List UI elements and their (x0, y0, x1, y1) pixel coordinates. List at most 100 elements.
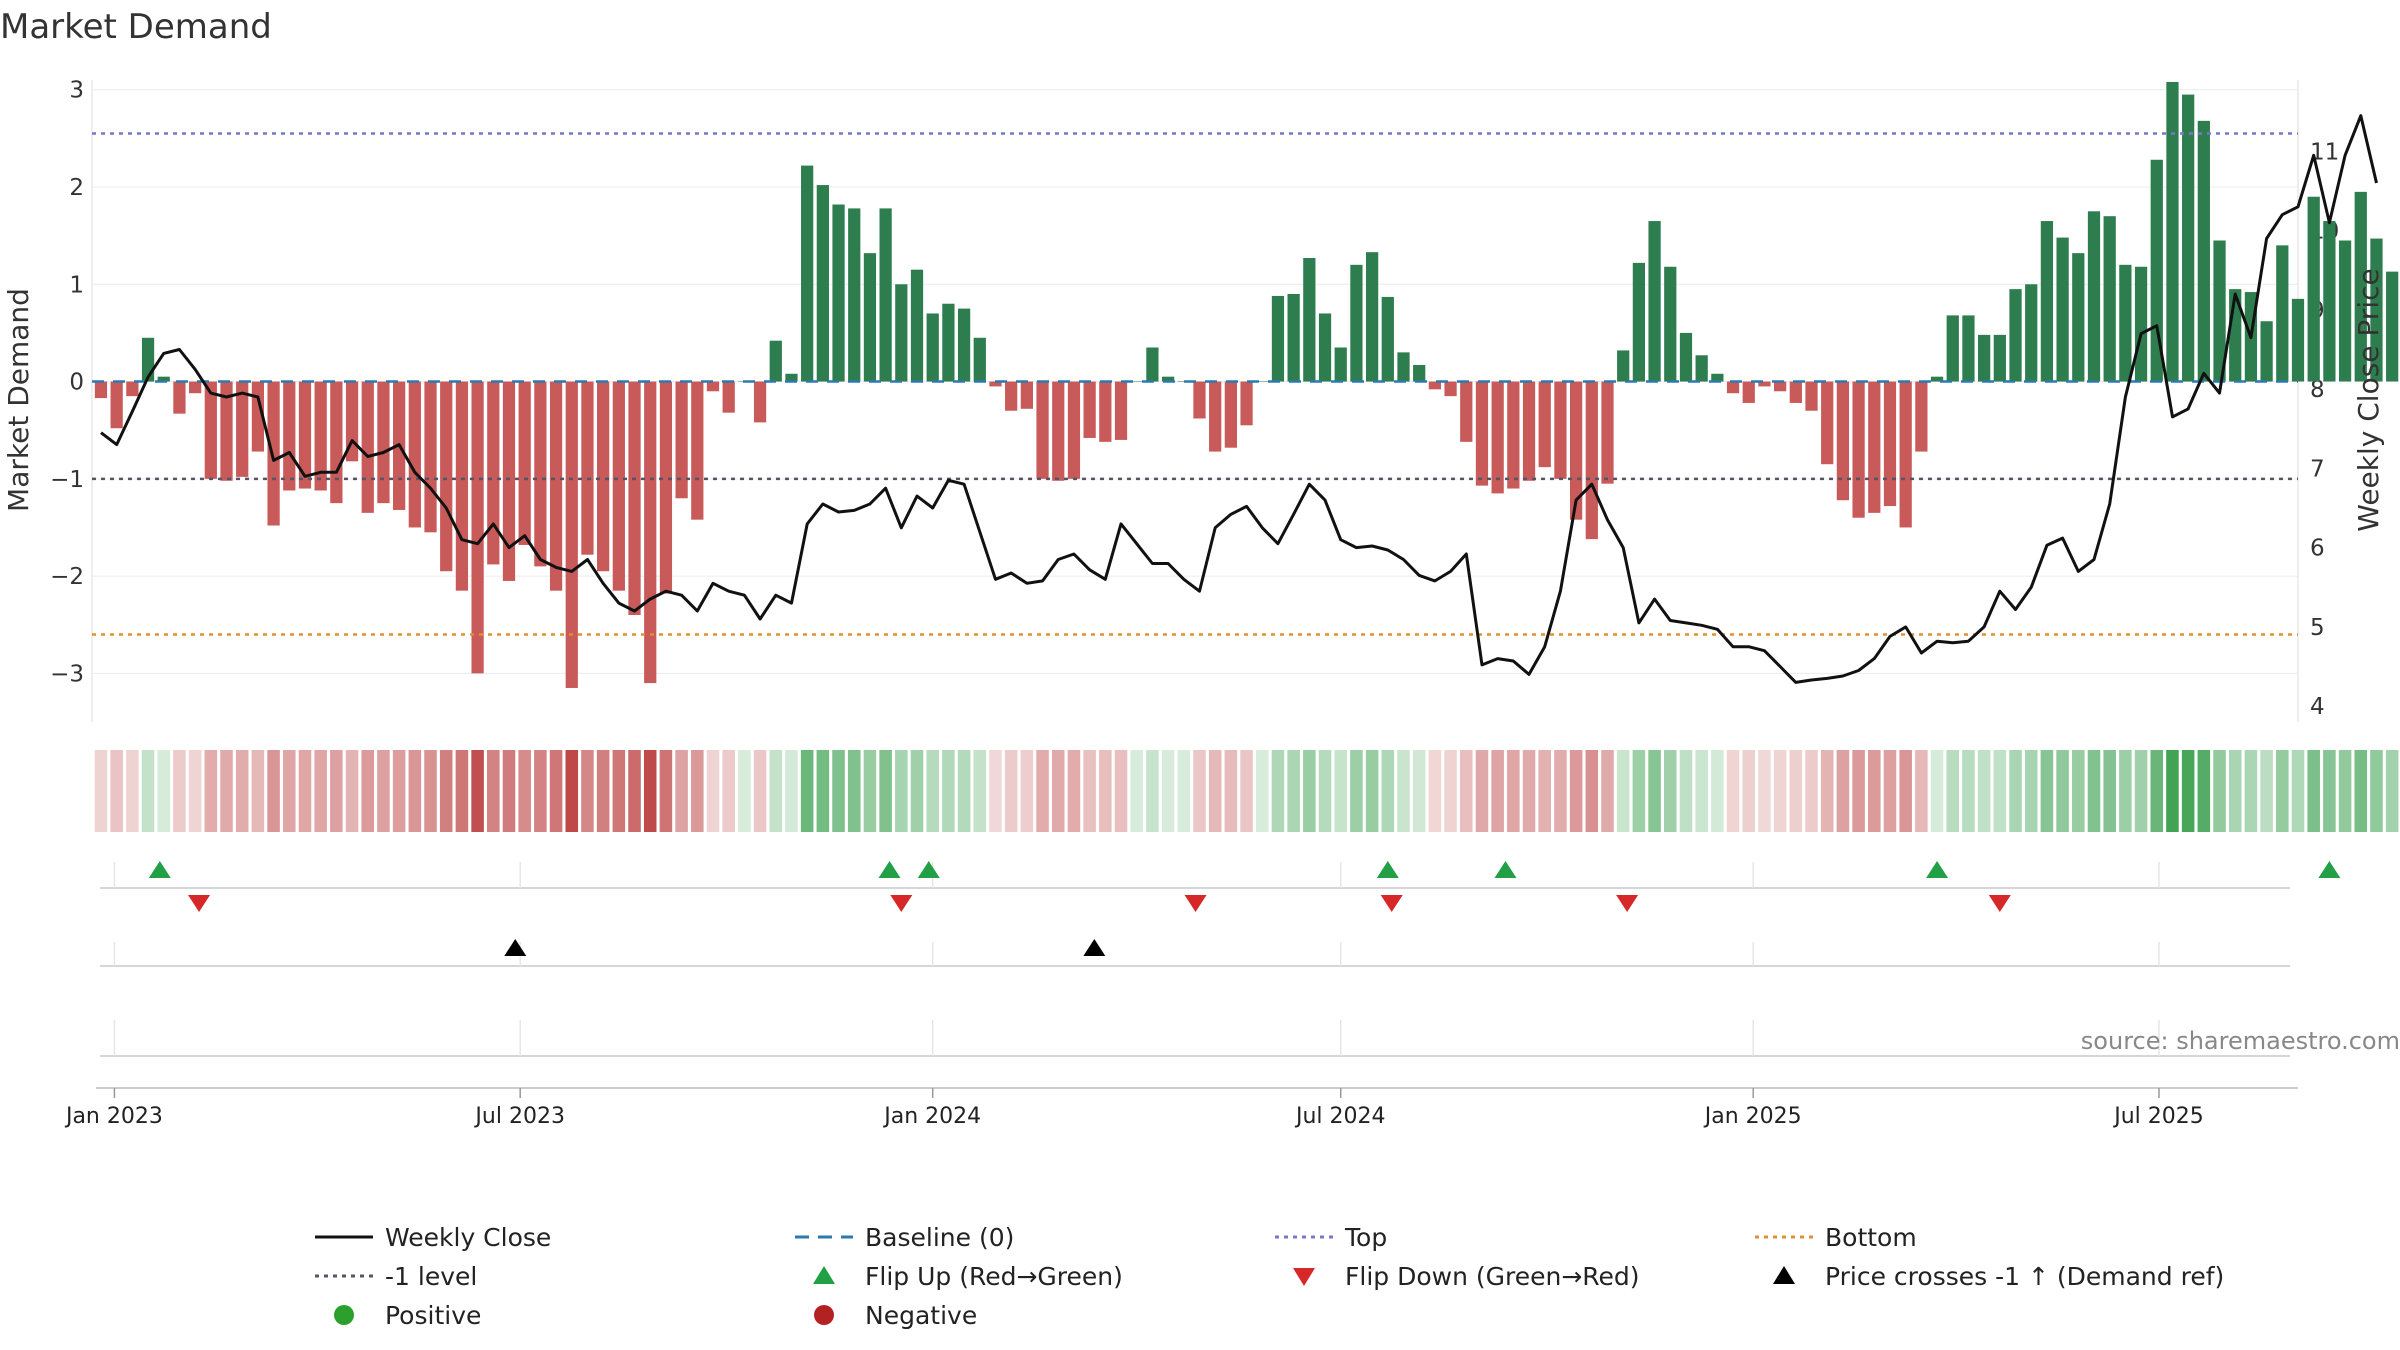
heat-cell (1381, 750, 1395, 832)
heat-cell (408, 750, 422, 832)
heat-cell (596, 750, 610, 832)
heat-cell (1193, 750, 1206, 832)
positive-bar (879, 208, 892, 382)
heat-cell (2072, 750, 2085, 832)
price-cross-marker (1083, 939, 1106, 956)
positive-bar (1664, 266, 1677, 382)
positive-bar (1318, 313, 1332, 382)
heat-cell (816, 750, 830, 832)
negative-bar (455, 381, 469, 591)
heat-cell (267, 750, 280, 832)
heat-cell (298, 750, 312, 832)
legend-item: Negative (814, 1301, 977, 1330)
heat-cell (1208, 750, 1222, 832)
legend-item: Bottom (1755, 1223, 1917, 1252)
negative-bar (1852, 381, 1865, 518)
positive-bar (1287, 294, 1300, 382)
heat-cell (1099, 750, 1112, 832)
heat-cell (251, 750, 265, 832)
left-y-axis: 3 2 1 0 −1 −2 −3 (50, 78, 84, 688)
flip-down-marker (1616, 895, 1639, 912)
heat-cell (1287, 750, 1300, 832)
heat-cell (1334, 750, 1347, 832)
heat-cell (2103, 750, 2116, 832)
heat-cell (1648, 750, 1661, 832)
heat-cell (1146, 750, 1159, 832)
negative-bar (314, 381, 327, 491)
negative-bar (1491, 381, 1504, 494)
positive-bar (2134, 266, 2148, 382)
heat-cell (1616, 750, 1630, 832)
source-note: source: sharemaestro.com (2081, 1027, 2400, 1055)
flip-up-marker (1376, 861, 1399, 878)
x-tick-label: Jul 2023 (473, 1104, 565, 1129)
heat-cell (1271, 750, 1285, 832)
heat-cell (957, 750, 971, 832)
positive-bar (816, 185, 829, 382)
legend-item: Positive (334, 1301, 481, 1330)
heat-cell (1632, 750, 1646, 832)
positive-bar (1962, 315, 1975, 382)
legend-item: Baseline (0) (795, 1223, 1014, 1252)
left-tick-label: 2 (69, 175, 84, 201)
legend-label: Top (1344, 1223, 1387, 1252)
heat-cell (2307, 750, 2320, 832)
legend-triangle-down (1293, 1268, 1315, 1286)
negative-bar (989, 381, 1002, 387)
heat-cell (1114, 750, 1128, 832)
positive-bar (2025, 284, 2038, 382)
heat-cell (1491, 750, 1504, 832)
heat-cell (1161, 750, 1175, 832)
heat-cell (1758, 750, 1771, 832)
heat-cell (283, 750, 296, 832)
negative-bar (1742, 381, 1755, 403)
legend-item: Price crosses -1 ↑ (Demand ref) (1773, 1262, 2224, 1291)
heat-cell (1883, 750, 1897, 832)
heat-cell (1726, 750, 1740, 832)
heat-cell (581, 750, 594, 832)
signal-panel-axes (96, 862, 2298, 1089)
negative-bar (251, 381, 265, 452)
heat-cell (173, 750, 186, 832)
heat-cell (628, 750, 641, 832)
legend-item: Weekly Close (315, 1223, 551, 1252)
negative-bar (1067, 381, 1081, 479)
heat-cell (942, 750, 955, 832)
heat-cell (2276, 750, 2289, 832)
heat-cell (691, 750, 704, 832)
negative-bar (1083, 381, 1096, 438)
flip-down-marker (1184, 895, 1207, 912)
negative-bar (1774, 381, 1787, 392)
negative-bar (1836, 381, 1850, 501)
positive-bar (2307, 196, 2320, 382)
heat-cell (1303, 750, 1316, 832)
negative-bar (1114, 381, 1128, 440)
heat-cell (565, 750, 579, 832)
heat-cell (2354, 750, 2368, 832)
positive-bar (1695, 355, 1708, 382)
heat-cell (1020, 750, 1034, 832)
left-tick-label: −1 (50, 467, 84, 493)
heat-cell (1130, 750, 1143, 832)
heat-cell (910, 750, 924, 832)
heat-cell (439, 750, 453, 832)
heat-cell (1899, 750, 1912, 832)
heat-cell (2134, 750, 2148, 832)
heat-cell (2244, 750, 2258, 832)
negative-bar (94, 381, 108, 399)
legend-label: Weekly Close (385, 1223, 551, 1252)
negative-bar (173, 381, 186, 414)
heat-cell (1365, 750, 1379, 832)
heat-cell (1977, 750, 1991, 832)
negative-bar (1428, 381, 1442, 390)
x-tick-label: Jul 2025 (2112, 1104, 2204, 1129)
negative-bar (126, 381, 139, 397)
negative-bar (330, 381, 343, 504)
legend-triangle-up (1773, 1266, 1795, 1284)
positive-bar (895, 284, 908, 382)
heat-cell (2260, 750, 2273, 832)
positive-bar (1993, 334, 2006, 382)
legend: Weekly Close Baseline (0) Top Bottom -1 leve… (315, 1223, 2224, 1330)
positive-bar (863, 253, 877, 382)
